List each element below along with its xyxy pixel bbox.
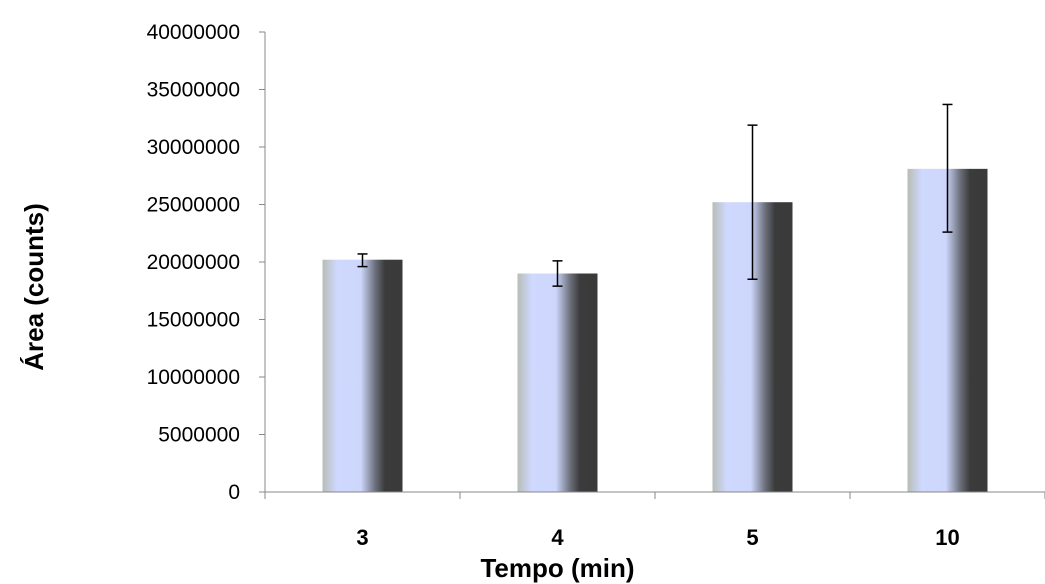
y-tick-label: 5000000 [158, 424, 240, 447]
bars [322, 168, 988, 492]
x-category-label: 10 [935, 525, 959, 550]
x-axis-category-labels: 3 4 5 10 [356, 525, 959, 550]
y-tick-label: 15000000 [147, 309, 240, 332]
y-axis-ticks: 0 5000000 10000000 15000000 20000000 25000000… [147, 21, 265, 504]
y-axis-title: Área (counts) [19, 203, 49, 371]
y-tick-label: 20000000 [147, 251, 240, 274]
x-axis-title: Tempo (min) [480, 553, 634, 583]
y-tick-label: 25000000 [147, 194, 240, 217]
error-bar-5 [747, 124, 758, 280]
error-bar-3 [357, 253, 368, 268]
y-tick-label: 40000000 [147, 21, 240, 44]
x-category-label: 3 [356, 525, 368, 550]
y-tick-label: 35000000 [147, 79, 240, 102]
y-tick-label: 0 [228, 481, 240, 504]
error-bar-4 [552, 260, 563, 287]
error-bars [357, 103, 953, 287]
x-category-label: 4 [551, 525, 564, 550]
bar-3 [322, 259, 403, 492]
x-axis-ticks [264, 492, 1045, 499]
bar-4 [517, 273, 598, 492]
y-tick-label: 10000000 [147, 366, 240, 389]
error-bar-10 [942, 103, 953, 233]
x-category-label: 5 [746, 525, 758, 550]
y-tick-label: 30000000 [147, 136, 240, 159]
